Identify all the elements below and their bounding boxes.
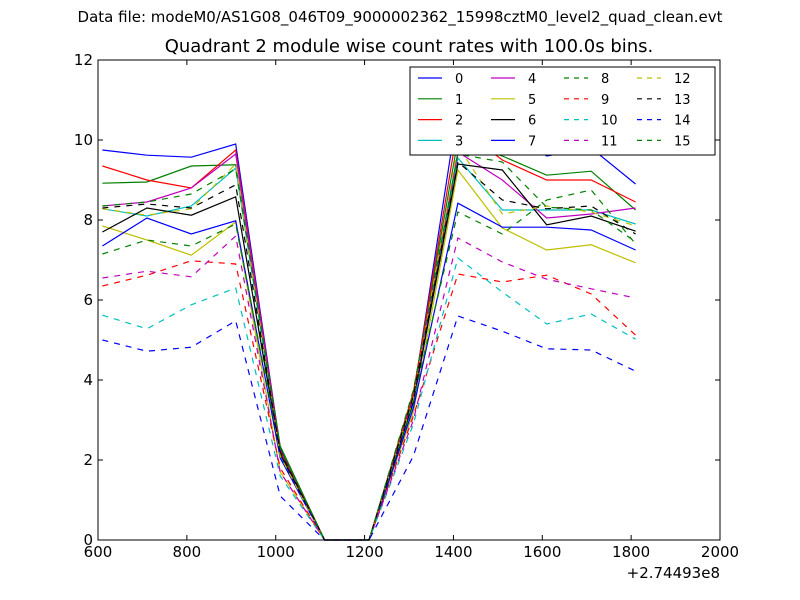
y-tick-label: 4 [83, 371, 93, 389]
y-tick-label: 2 [83, 451, 93, 469]
legend-label-15: 15 [674, 134, 691, 149]
legend-label-9: 9 [601, 93, 609, 108]
legend-label-12: 12 [674, 72, 691, 87]
legend-label-5: 5 [528, 93, 536, 108]
legend-label-10: 10 [601, 114, 618, 129]
series-line-0 [102, 107, 636, 541]
x-tick-label: 1400 [434, 543, 472, 561]
series-line-9 [102, 260, 637, 541]
legend-label-11: 11 [601, 134, 618, 149]
legend-label-13: 13 [674, 93, 691, 108]
legend-label-4: 4 [528, 72, 536, 87]
legend-box [409, 66, 716, 156]
series-line-15 [102, 153, 636, 541]
x-tick-label: 800 [173, 543, 202, 561]
legend-label-7: 7 [528, 134, 536, 149]
x-tick-label: 1000 [257, 543, 295, 561]
series-line-1 [102, 139, 636, 541]
series-line-12 [102, 144, 636, 541]
chart-title: Quadrant 2 module wise count rates with … [164, 36, 654, 57]
y-tick-label: 0 [83, 531, 93, 549]
series-line-14 [102, 315, 636, 541]
y-tick-label: 10 [74, 131, 93, 149]
series-line-11 [102, 234, 636, 541]
series-line-6 [102, 163, 636, 541]
series-line-13 [102, 160, 636, 541]
y-tick-label: 6 [83, 291, 93, 309]
series-line-7 [102, 202, 636, 541]
legend-label-1: 1 [455, 93, 463, 108]
legend-label-14: 14 [674, 114, 691, 129]
legend-label-0: 0 [455, 72, 463, 87]
legend-label-8: 8 [601, 72, 609, 87]
x-tick-label: 1800 [612, 543, 650, 561]
x-tick-label: 1200 [345, 543, 383, 561]
y-tick-label: 12 [74, 51, 93, 69]
legend-label-6: 6 [528, 114, 536, 129]
series-line-3 [102, 156, 636, 541]
figure-suptitle: Data file: modeM0/AS1G08_046T09_90000023… [77, 8, 723, 26]
x-tick-label: 2000 [701, 543, 739, 561]
x-tick-label: 600 [84, 543, 113, 561]
x-offset-label: +2.74493e8 [627, 564, 720, 582]
legend-label-2: 2 [455, 114, 463, 129]
series-layer [102, 107, 637, 541]
series-line-2 [102, 124, 636, 541]
y-tick-label: 8 [83, 211, 93, 229]
series-line-10 [102, 256, 636, 541]
series-line-5 [102, 168, 636, 541]
series-line-8 [102, 189, 637, 541]
x-tick-label: 1600 [523, 543, 561, 561]
legend-label-3: 3 [455, 134, 463, 149]
